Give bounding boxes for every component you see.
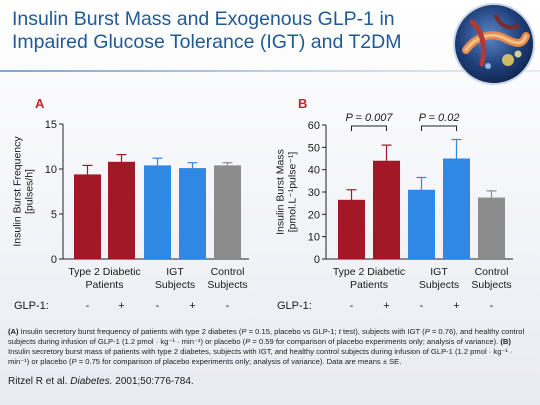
- significance-bracket-b-1: [351, 125, 387, 131]
- glp1-value-b-1: -: [350, 300, 354, 312]
- bar-a-1: [74, 174, 101, 259]
- charts-area: A Insulin Burst Frequency[pulses/h] 0 5 10 15…: [11, 96, 513, 312]
- x-category-label-a-2: Subjects: [155, 279, 195, 291]
- y-tick-label-b: 60: [308, 120, 320, 132]
- figure-caption: (A) Insulin secretory burst frequency of…: [8, 327, 534, 367]
- slide-title-line-2: Impaired Glucose Tolerance (IGT) and T2D…: [12, 31, 402, 53]
- caption-b-p: P: [71, 357, 77, 366]
- bar-b-3: [408, 189, 435, 259]
- header-divider: [0, 70, 540, 72]
- caption-a-p2: P: [424, 327, 430, 336]
- glp1-value-b-4: +: [453, 300, 459, 312]
- caption-a-t: t: [338, 327, 341, 336]
- y-axis-label-line-a: Insulin Burst Frequency: [11, 136, 23, 247]
- glp1-row-label-b: GLP-1:: [277, 300, 312, 312]
- y-axis-label-line-b: [pmol.L⁻¹pulse⁻¹]: [286, 152, 298, 233]
- glp1-value-a-3: -: [156, 300, 160, 312]
- slide-title: Insulin Burst Mass and Exogenous GLP-1 i…: [12, 8, 432, 54]
- glp1-value-a-4: +: [189, 300, 195, 312]
- y-tick-label-a: 10: [45, 164, 57, 176]
- y-tick-label-a: 5: [51, 209, 57, 221]
- x-category-label-b-3: Control: [475, 266, 509, 278]
- pancreas-illustration: [453, 3, 535, 85]
- bar-b-1: [338, 199, 365, 259]
- y-axis-label-line-b: Insulin Burst Mass: [274, 149, 286, 235]
- citation-details: 2001;50:776-784.: [112, 376, 194, 387]
- y-tick-label-a: 0: [51, 254, 57, 266]
- glp1-value-b-2: +: [383, 300, 389, 312]
- y-tick-label-b: 10: [308, 232, 320, 244]
- glp1-value-b-3: -: [420, 300, 424, 312]
- x-category-label-b-2: IGT: [430, 266, 448, 278]
- caption-panel-a-label: (A): [8, 327, 19, 336]
- slide-title-line-1: Insulin Burst Mass and Exogenous GLP-1 i…: [12, 8, 395, 30]
- y-tick-label-a: 15: [45, 119, 57, 131]
- caption-a-text-1: Insulin secretory burst frequency of pat…: [18, 327, 242, 336]
- caption-a-text-4: = 0.76), and healthy control subjects du…: [8, 327, 525, 346]
- panel-label-b: B: [298, 96, 307, 111]
- caption-a-text-3: test), subjects with IGT (: [340, 327, 425, 336]
- x-category-label-a-1: Patients: [86, 279, 124, 291]
- citation-journal: Diabetes.: [70, 376, 113, 387]
- glp1-value-b-5: -: [490, 300, 494, 312]
- bar-a-4: [179, 168, 206, 259]
- y-axis-label-line-a: [pulses/h]: [23, 169, 35, 214]
- p-value-label-b-2: P = 0.02: [419, 112, 460, 124]
- caption-a-p3: P: [245, 337, 251, 346]
- y-tick-label-b: 50: [308, 142, 320, 154]
- glp1-value-a-5: -: [226, 300, 230, 312]
- caption-b-text-2: = 0.75 for comparison of placebo experim…: [76, 357, 402, 366]
- y-tick-label-b: 20: [308, 209, 320, 221]
- y-tick-label-b: 30: [308, 187, 320, 199]
- bar-a-3: [144, 165, 171, 259]
- x-category-label-b-1: Type 2 Diabetic: [333, 266, 405, 278]
- p-value-label-b-1: P = 0.007: [346, 112, 394, 124]
- citation-authors: Ritzel R et al.: [8, 376, 71, 387]
- y-tick-label-b: 40: [308, 165, 320, 177]
- y-axis-label-b: Insulin Burst Mass[pmol.L⁻¹pulse⁻¹]: [274, 149, 298, 235]
- caption-a-text-5: = 0.59 for comparison of placebo experim…: [250, 337, 501, 346]
- x-category-label-b-1: Patients: [350, 279, 388, 291]
- caption-a-text-2: = 0.15, placebo vs GLP-1;: [246, 327, 339, 336]
- bar-b-5: [478, 197, 505, 259]
- glp1-value-a-1: -: [86, 300, 90, 312]
- x-category-label-a-2: IGT: [166, 266, 184, 278]
- x-category-label-b-3: Subjects: [471, 279, 511, 291]
- y-tick-label-b: 0: [314, 254, 320, 266]
- y-axis-label-a: Insulin Burst Frequency[pulses/h]: [11, 136, 35, 247]
- caption-b-text-1: Insulin secretory burst mass of patients…: [8, 347, 513, 366]
- x-category-label-a-3: Control: [211, 266, 245, 278]
- significance-bracket-b-2: [421, 125, 457, 131]
- bar-b-2: [373, 160, 400, 259]
- bar-a-2: [108, 161, 135, 259]
- panel-label-a: A: [35, 96, 45, 111]
- glp1-row-label-a: GLP-1:: [14, 300, 49, 312]
- caption-panel-b-label: (B): [500, 337, 511, 346]
- citation: Ritzel R et al. Diabetes. 2001;50:776-78…: [8, 376, 194, 387]
- x-category-label-a-1: Type 2 Diabetic: [68, 266, 140, 278]
- x-category-label-b-2: Subjects: [419, 279, 459, 291]
- caption-a-p1: P: [241, 327, 247, 336]
- bar-a-5: [214, 165, 241, 259]
- x-category-label-a-3: Subjects: [207, 279, 247, 291]
- bar-b-4: [443, 158, 470, 259]
- glp1-value-a-2: +: [118, 300, 124, 312]
